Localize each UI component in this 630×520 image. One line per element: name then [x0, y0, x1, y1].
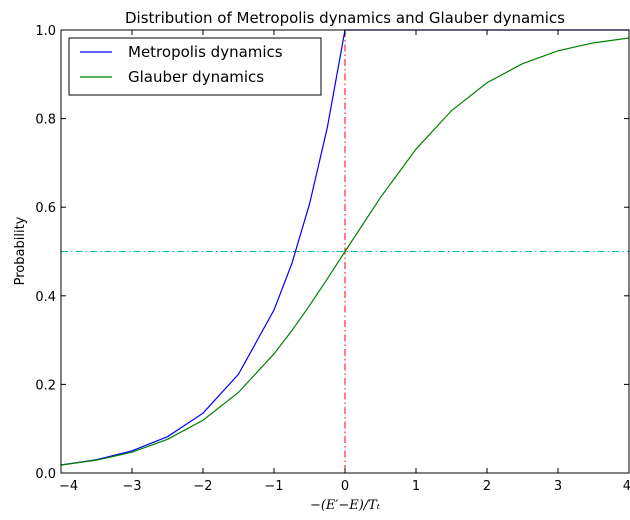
- x-axis: −4 −3 −2 −1 0 1 2 3 4: [59, 30, 630, 494]
- x-tick-label: 2: [483, 479, 491, 494]
- y-tick-label: 0.8: [35, 113, 56, 128]
- x-tick-label: −4: [59, 479, 78, 494]
- series-line-2: [60, 37, 630, 466]
- x-tick-label: −3: [122, 479, 141, 494]
- x-tick-label: −2: [193, 479, 212, 494]
- chart-title: Distribution of Metropolis dynamics and …: [125, 9, 565, 27]
- y-tick-label: 1.0: [35, 24, 56, 39]
- x-tick-label: 4: [623, 479, 630, 494]
- y-tick-label: 0.6: [35, 201, 56, 216]
- y-tick-label: 0.0: [35, 467, 56, 482]
- legend-label-1: Metropolis dynamics: [128, 43, 283, 61]
- legend: Metropolis dynamics Glauber dynamics: [68, 37, 322, 96]
- x-tick-label: 3: [554, 479, 562, 494]
- legend-box: [68, 37, 322, 96]
- x-tick-label: 0: [341, 479, 349, 494]
- y-axis: 0.0 0.2 0.4 0.6 0.8 1.0: [35, 24, 629, 482]
- x-tick-label: 1: [412, 479, 420, 494]
- y-axis-label: Probability: [13, 216, 28, 285]
- x-axis-label: −(E′−E)/Tₜ: [310, 498, 381, 513]
- y-tick-label: 0.2: [35, 378, 56, 393]
- legend-label-2: Glauber dynamics: [128, 68, 264, 86]
- x-tick-label: −1: [264, 479, 283, 494]
- y-tick-label: 0.4: [35, 290, 56, 305]
- plot-area: [60, 29, 630, 474]
